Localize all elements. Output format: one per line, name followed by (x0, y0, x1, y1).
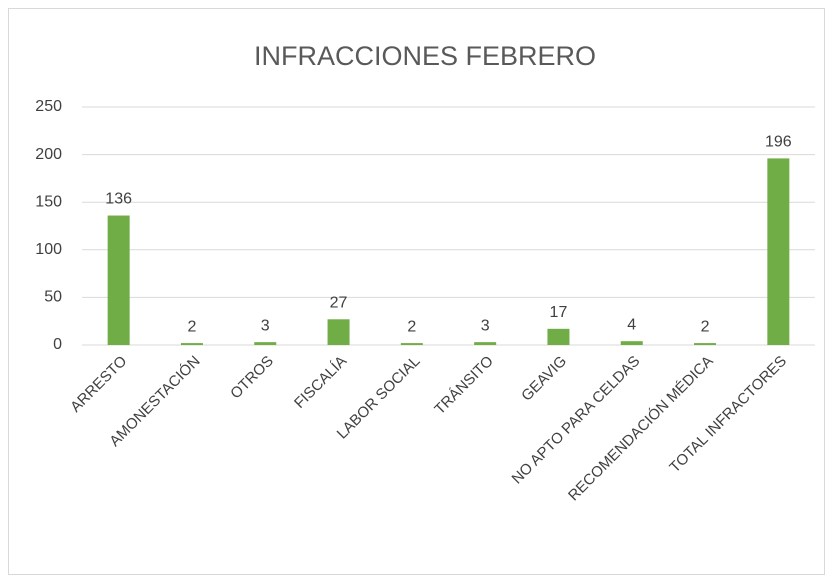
bar (254, 342, 277, 345)
y-tick-label: 50 (44, 289, 62, 306)
y-tick-label: 150 (35, 193, 62, 210)
y-tick-label: 0 (53, 336, 62, 353)
bar (547, 328, 570, 345)
data-label: 3 (261, 317, 270, 334)
y-tick-label: 250 (35, 98, 62, 115)
chart-title: INFRACCIONES FEBRERO (254, 41, 596, 71)
y-tick-label: 200 (35, 146, 62, 163)
data-label: 3 (481, 317, 490, 334)
data-label: 27 (330, 295, 348, 312)
bar (107, 215, 130, 345)
bar (694, 343, 717, 345)
bar (400, 343, 423, 345)
bar (474, 342, 497, 345)
y-tick-label: 100 (35, 241, 62, 258)
data-label: 2 (701, 318, 710, 335)
data-label: 2 (407, 318, 416, 335)
bar (620, 341, 643, 345)
bar (767, 158, 790, 345)
data-label: 2 (187, 318, 196, 335)
data-label: 136 (105, 191, 132, 208)
bar (180, 343, 203, 345)
chart-border (8, 8, 825, 575)
data-label: 196 (765, 134, 792, 151)
data-label: 4 (627, 316, 636, 333)
data-label: 17 (550, 304, 568, 321)
bar (327, 319, 350, 345)
